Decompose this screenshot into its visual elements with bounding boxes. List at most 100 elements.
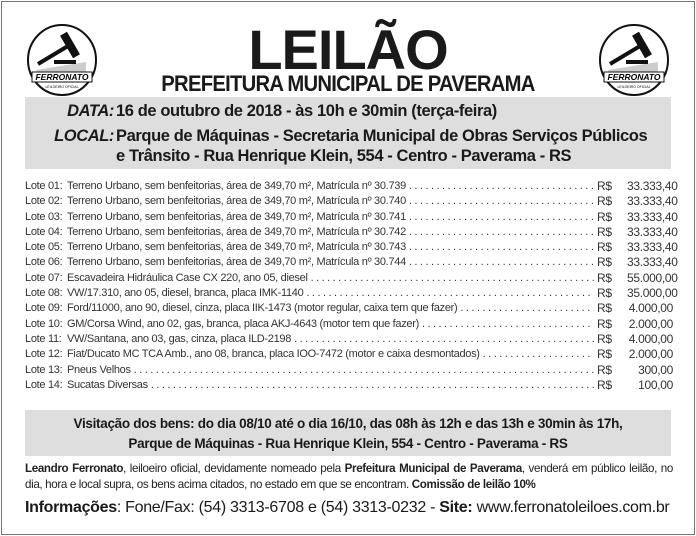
visitation-line2: Parque de Máquinas - Rua Henrique Klein,… <box>128 436 568 451</box>
lot-description: Terreno Urbano, sem benfeitorias, área d… <box>67 225 406 238</box>
lot-currency: R$ <box>597 347 612 362</box>
lot-row: Lote 08: VW/17.310, ano 05, diesel, branc… <box>25 286 678 301</box>
svg-text:LEILOEIRO OFICIAL: LEILOEIRO OFICIAL <box>45 85 78 89</box>
dot-leader <box>151 378 594 393</box>
lot-number: Lote 01: <box>25 180 63 192</box>
auctioneer-name: Leandro Ferronato <box>25 462 124 475</box>
lot-row: Lote 04: Terreno Urbano, sem benfeitorias… <box>25 224 678 240</box>
dot-leader <box>409 194 594 209</box>
dot-leader <box>460 301 594 316</box>
lot-row: Lote 01: Terreno Urbano, sem benfeitorias… <box>25 179 678 194</box>
lot-value: 33.333,40 <box>627 240 678 255</box>
location-label: LOCAL: <box>54 127 114 145</box>
lot-currency: R$ <box>597 331 612 346</box>
lot-description: Terreno Urbano, sem benfeitorias, área d… <box>67 195 406 208</box>
dot-leader <box>483 347 594 362</box>
ferronato-logo-right: FERRONATO LEILOEIRO OFICIAL <box>599 24 669 96</box>
lot-row: Lote 03: Terreno Urbano, sem benfeitorias… <box>25 210 678 225</box>
date-label: DATA: <box>67 102 114 120</box>
lot-currency: R$ <box>597 362 612 377</box>
lot-currency: R$ <box>597 194 612 209</box>
dot-leader <box>294 332 594 347</box>
site-label: Site: <box>439 499 473 516</box>
lot-number: Lote 06: <box>25 256 63 269</box>
lot-description: GM/Corsa Wind, ano 02, gas, branca, plac… <box>67 317 419 330</box>
lot-currency: R$ <box>597 179 612 193</box>
dot-leader <box>422 317 594 332</box>
lot-number: Lote 08: <box>25 287 63 300</box>
organization-name: Prefeitura Municipal de Paverama <box>344 462 523 475</box>
lot-currency: R$ <box>597 224 612 239</box>
dot-leader <box>134 363 594 378</box>
contact-line: Informações: Fone/Fax: (54) 3313-6708 e … <box>25 498 673 518</box>
lot-value: 33.333,40 <box>627 255 678 270</box>
lot-row: Lote 06: Terreno Urbano, sem benfeitorias… <box>25 255 678 270</box>
lot-row: Lote 02: Terreno Urbano, sem benfeitorias… <box>25 194 678 209</box>
lot-value: 4.000,00 <box>628 331 674 346</box>
lot-value: 55.000,00 <box>627 270 678 285</box>
lot-value: 300,00 <box>638 362 673 377</box>
lot-description: Pneus Velhos <box>67 363 131 376</box>
lot-currency: R$ <box>597 316 612 331</box>
lot-number: Lote 14: <box>25 378 63 391</box>
page-title: LEILÃO <box>248 18 448 81</box>
lot-description: Terreno Urbano, sem benfeitorias, área d… <box>67 241 406 254</box>
lot-value: 2.000,00 <box>628 316 674 331</box>
lot-description: Terreno Urbano, sem benfeitorias, área d… <box>67 180 406 192</box>
lot-value: 33.333,40 <box>627 194 678 209</box>
lot-value: 2.000,00 <box>628 347 674 362</box>
date-row: DATA: 16 de outubro de 2018 - às 10h e 3… <box>67 101 497 121</box>
location-row: LOCAL: Parque de Máquinas - Secretaria M… <box>54 126 648 146</box>
dot-leader <box>311 271 594 286</box>
site-link[interactable]: www.ferronatoleiloes.com.br <box>472 499 670 516</box>
para-text-1: , leiloeiro oficial, devidamente nomeado… <box>123 462 345 475</box>
lot-row: Lote 05: Terreno Urbano, sem benfeitorias… <box>25 240 678 255</box>
lot-value: 4.000,00 <box>628 301 674 316</box>
dot-leader <box>409 255 594 270</box>
lot-row: Lote 07: Escavadeira Hidráulica Case CX 2… <box>25 270 678 286</box>
contact-label: Informações <box>25 499 117 516</box>
dot-leader <box>409 240 594 255</box>
lot-row: Lote 10: GM/Corsa Wind, ano 02, gas, bran… <box>25 317 673 332</box>
lot-description: Fiat/Ducato MC TCA Amb., ano 08, branca,… <box>67 348 480 361</box>
lot-row: Lote 11: VW/Santana, ano 03, gas, cinza, … <box>25 332 673 347</box>
para-text-2: , venderá em público leilão, no dia, hor… <box>25 462 674 491</box>
lot-description: Terreno Urbano, sem benfeitorias, área d… <box>67 256 406 269</box>
lot-number: Lote 09: <box>25 302 63 315</box>
date-location-box: DATA: 16 de outubro de 2018 - às 10h e 3… <box>25 97 671 169</box>
lot-currency: R$ <box>597 301 612 316</box>
lot-currency: R$ <box>597 255 612 270</box>
lot-number: Lote 11: <box>25 332 62 345</box>
commission-text: Comissão de leilão 10% <box>411 478 536 491</box>
lot-number: Lote 03: <box>25 210 63 223</box>
dot-leader <box>409 225 594 240</box>
dot-leader <box>409 179 594 194</box>
logo-brand: FERRONATO <box>35 72 88 82</box>
subtitle: PREFEITURA MUNICIPAL DE PAVERAMA <box>161 71 535 96</box>
visitation-line1: Visitação dos bens: do dia 08/10 até o d… <box>73 416 623 431</box>
lot-number: Lote 05: <box>25 241 63 254</box>
svg-text:LEILOEIRO OFICIAL: LEILOEIRO OFICIAL <box>617 85 650 89</box>
lot-row: Lote 09: Ford/11000, ano 90, diesel, cinz… <box>25 301 673 316</box>
lot-currency: R$ <box>597 240 612 255</box>
lot-number: Lote 10: <box>25 317 63 330</box>
contact-phones: : Fone/Fax: (54) 3313-6708 e (54) 3313-0… <box>116 499 440 516</box>
location-line2: e Trânsito - Rua Henrique Klein, 554 - C… <box>116 147 572 165</box>
location-line1: Parque de Máquinas - Secretaria Municipa… <box>116 127 648 145</box>
lot-currency: R$ <box>597 286 612 301</box>
lot-description: Escavadeira Hidráulica Case CX 220, ano … <box>67 271 308 284</box>
visitation-box: Visitação dos bens: do dia 08/10 até o d… <box>25 410 671 456</box>
lot-currency: R$ <box>597 377 612 392</box>
dot-leader <box>306 286 594 301</box>
lot-description: Ford/11000, ano 90, diesel, cinza, placa… <box>67 302 458 315</box>
lot-number: Lote 07: <box>25 271 63 284</box>
lot-description: VW/Santana, ano 03, gas, cinza, placa IL… <box>67 332 292 345</box>
lot-number: Lote 02: <box>25 195 63 208</box>
lot-number: Lote 12: <box>25 348 63 361</box>
lot-row: Lote 13: Pneus Velhos R$ 300,00 <box>25 363 673 378</box>
lots-list: Lote 01: Terreno Urbano, sem benfeitorias… <box>25 179 678 393</box>
auctioneer-paragraph: Leandro Ferronato, leiloeiro oficial, de… <box>25 461 673 493</box>
svg-text:FERRONATO: FERRONATO <box>607 72 660 82</box>
lot-description: VW/17.310, ano 05, diesel, branca, placa… <box>67 287 304 300</box>
